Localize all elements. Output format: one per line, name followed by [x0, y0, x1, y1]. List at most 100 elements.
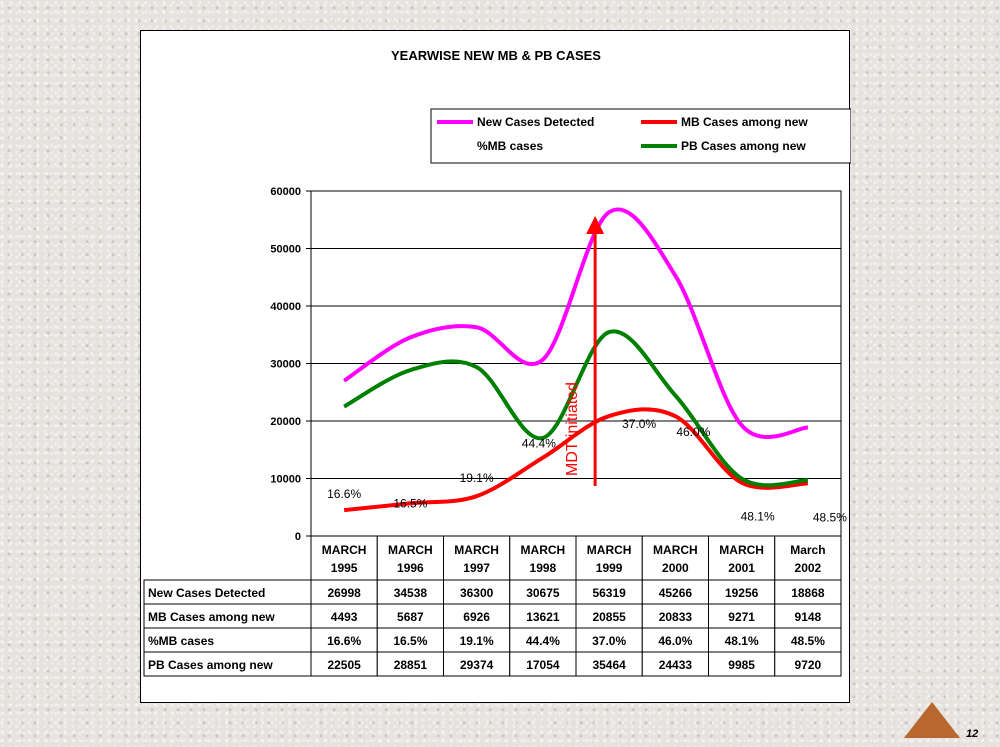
- category-label: MARCH: [587, 543, 632, 557]
- category-label: March: [790, 543, 825, 557]
- chart-card: YEARWISE NEW MB & PB CASES New Cases Det…: [140, 30, 851, 703]
- category-label: 1998: [530, 561, 557, 575]
- table-cell: [641, 627, 709, 653]
- table-cell: [774, 579, 842, 605]
- table-cell-value: 34538: [394, 586, 428, 600]
- data-label-mb-percent: 19.1%: [460, 471, 494, 485]
- category-label: 1996: [397, 561, 424, 575]
- y-tick-label: 10000: [270, 474, 301, 486]
- table-cell-value: 37.0%: [592, 634, 626, 648]
- table-row-label: New Cases Detected: [148, 586, 265, 600]
- table-cell-value: 30675: [526, 586, 560, 600]
- chart-svg: YEARWISE NEW MB & PB CASES New Cases Det…: [143, 48, 851, 677]
- table-row-header: [143, 579, 312, 605]
- table-header-cell: [376, 535, 444, 581]
- table-cell: [708, 651, 776, 677]
- category-label: MARCH: [719, 543, 764, 557]
- legend-entry: New Cases Detected: [477, 115, 594, 129]
- data-label-mb-percent: 48.1%: [741, 510, 775, 524]
- y-tick-label: 40000: [270, 301, 301, 313]
- table-cell-value: 4493: [331, 610, 358, 624]
- table-cell-value: 13621: [526, 610, 560, 624]
- plot-area: 0 10000 20000 30000 40000 50000 60000 MDT initi…: [270, 186, 847, 543]
- table-cell-value: 48.1%: [725, 634, 759, 648]
- next-slide-triangle-icon[interactable]: [902, 700, 962, 740]
- table-cell: [774, 627, 842, 653]
- table-cell-value: 45266: [659, 586, 693, 600]
- table-cell-value: 9271: [728, 610, 755, 624]
- legend-box: [430, 108, 851, 164]
- category-label: 2001: [728, 561, 755, 575]
- table-cell: [708, 627, 776, 653]
- table-cell-value: 19.1%: [460, 634, 494, 648]
- table-cell-value: 20833: [659, 610, 693, 624]
- chart-title: YEARWISE NEW MB & PB CASES: [391, 48, 601, 63]
- table-cell: [376, 627, 444, 653]
- y-tick-label: 60000: [270, 186, 301, 198]
- category-label: 1997: [463, 561, 490, 575]
- table-row-label: MB Cases among new: [148, 610, 275, 624]
- table-cell-value: 36300: [460, 586, 494, 600]
- table-cell-value: 6926: [463, 610, 490, 624]
- series-line-new-cases-detected: [343, 207, 809, 439]
- table-cell-value: 56319: [592, 586, 626, 600]
- data-table: MARCH 1995 MARCH 1996 MARCH 1997 MARCH 1998 MARC…: [143, 535, 842, 677]
- table-cell: [708, 603, 776, 629]
- category-label: MARCH: [653, 543, 698, 557]
- table-cell: [641, 651, 709, 677]
- table-cell-value: 44.4%: [526, 634, 560, 648]
- table-header-cell: [774, 535, 842, 581]
- table-cell-value: 46.0%: [658, 634, 692, 648]
- table-row-header: [143, 651, 312, 677]
- data-label-mb-percent: 16.5%: [393, 496, 427, 510]
- table-cell-value: 22505: [327, 658, 361, 672]
- table-cell: [376, 579, 444, 605]
- category-label: MARCH: [454, 543, 499, 557]
- table-header-cell: [310, 535, 378, 581]
- data-label-mb-percent: 16.6%: [327, 487, 361, 501]
- data-label-mb-percent: 44.4%: [522, 437, 556, 451]
- table-cell: [774, 651, 842, 677]
- table-cell: [575, 651, 643, 677]
- table-row-label: PB Cases among new: [148, 658, 273, 672]
- table-cell: [443, 603, 511, 629]
- table-cell: [641, 603, 709, 629]
- table-cell-value: 48.5%: [791, 634, 825, 648]
- table-cell-value: 28851: [394, 658, 428, 672]
- table-header-cell: [575, 535, 643, 581]
- legend-entry: MB Cases among new: [681, 115, 808, 129]
- table-cell-value: 9985: [728, 658, 755, 672]
- table-cell: [376, 603, 444, 629]
- table-header-cell: [443, 535, 511, 581]
- annotation-arrow-head: [586, 216, 605, 234]
- legend: New Cases Detected MB Cases among new %MB …: [430, 108, 851, 164]
- table-cell-value: 16.5%: [393, 634, 427, 648]
- table-cell-value: 5687: [397, 610, 424, 624]
- table-cell-value: 9720: [795, 658, 822, 672]
- category-label: MARCH: [322, 543, 367, 557]
- table-cell: [376, 651, 444, 677]
- table-cell: [575, 579, 643, 605]
- category-label: MARCH: [388, 543, 433, 557]
- table-cell-value: 26998: [327, 586, 361, 600]
- category-label: 2002: [795, 561, 822, 575]
- table-cell: [509, 651, 577, 677]
- table-cell-value: 9148: [795, 610, 822, 624]
- series-line-pb-cases-among-new: [343, 329, 808, 488]
- category-label: 1995: [331, 561, 358, 575]
- y-tick-label: 20000: [270, 416, 301, 428]
- category-label: 2000: [662, 561, 689, 575]
- data-label-mb-percent: 46.0%: [676, 425, 710, 439]
- data-label-mb-percent: 37.0%: [622, 417, 656, 431]
- legend-entry: PB Cases among new: [681, 139, 806, 153]
- table-cell-value: 20855: [592, 610, 626, 624]
- table-cell-value: 16.6%: [327, 634, 361, 648]
- page-number: 12: [966, 728, 979, 740]
- table-row-label: %MB cases: [148, 634, 214, 648]
- table-cell-value: 29374: [460, 658, 494, 672]
- y-tick-label: 30000: [270, 359, 301, 371]
- category-label: MARCH: [521, 543, 566, 557]
- table-cell-value: 24433: [659, 658, 693, 672]
- table-cell-value: 35464: [592, 658, 626, 672]
- table-cell: [310, 651, 378, 677]
